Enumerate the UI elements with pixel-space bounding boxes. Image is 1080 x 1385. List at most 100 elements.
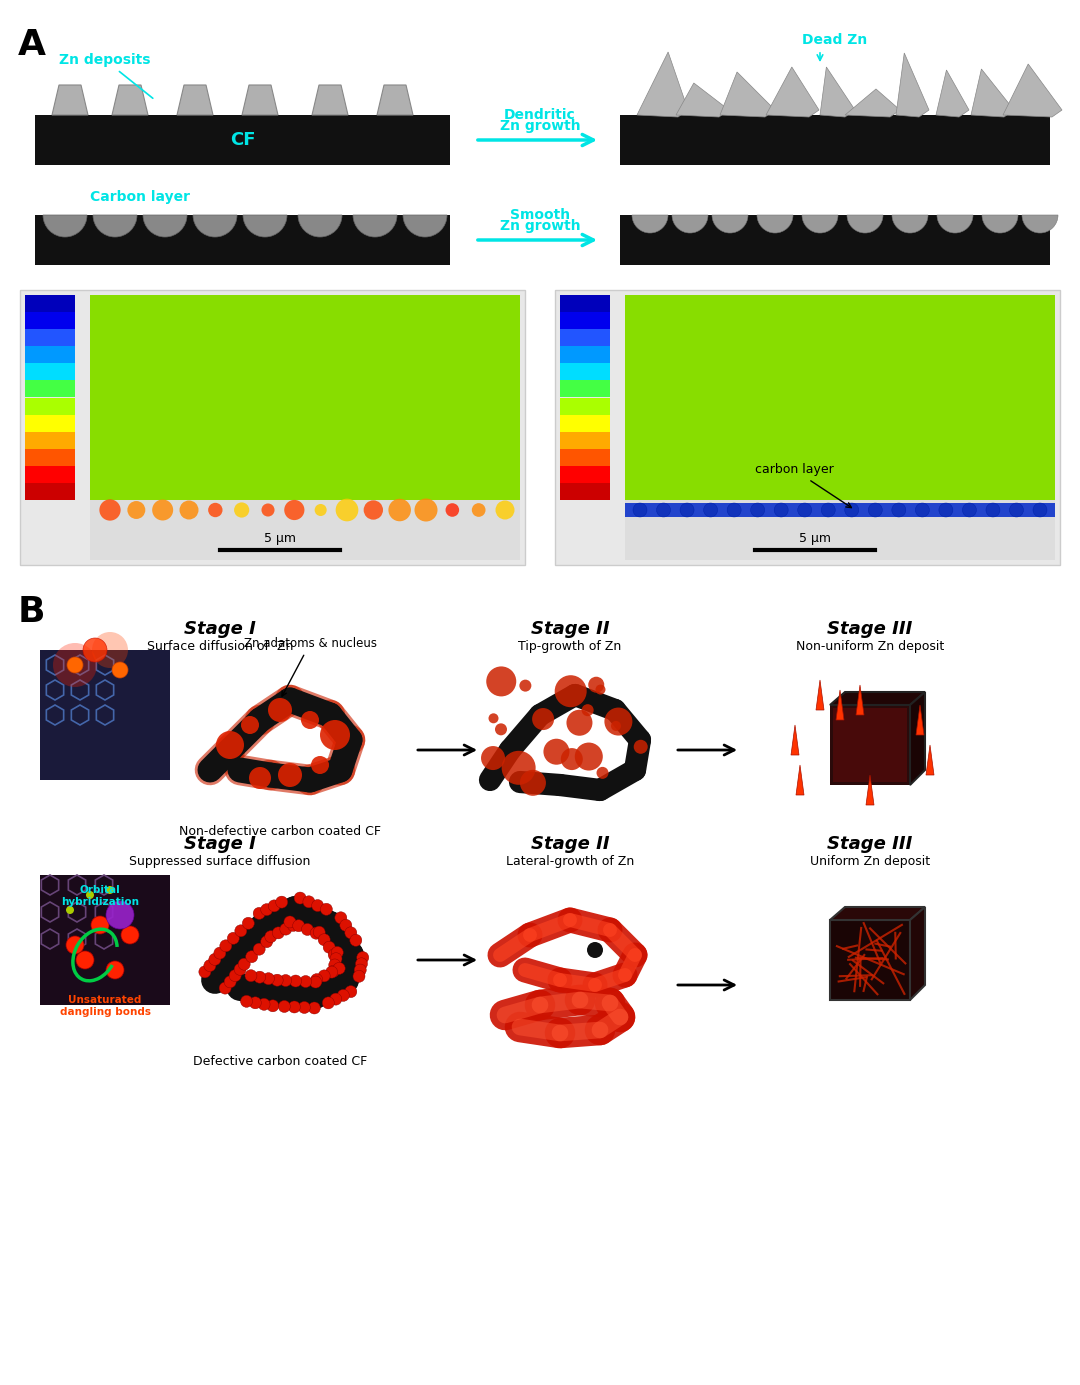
Wedge shape — [892, 215, 928, 233]
Circle shape — [278, 763, 302, 787]
Circle shape — [220, 940, 232, 951]
Circle shape — [496, 500, 514, 519]
Text: A: A — [18, 28, 46, 62]
Text: Carbon layer: Carbon layer — [90, 190, 190, 204]
Circle shape — [337, 989, 349, 1001]
FancyBboxPatch shape — [25, 449, 75, 465]
Circle shape — [345, 986, 356, 997]
Text: Zn adatoms & nucleus: Zn adatoms & nucleus — [243, 637, 377, 697]
Circle shape — [916, 503, 930, 517]
Circle shape — [821, 503, 835, 517]
Polygon shape — [637, 53, 688, 116]
FancyBboxPatch shape — [25, 295, 75, 312]
FancyBboxPatch shape — [25, 330, 75, 346]
Circle shape — [340, 920, 352, 931]
Text: Non-defective carbon coated CF: Non-defective carbon coated CF — [179, 825, 381, 838]
Circle shape — [280, 924, 292, 935]
Circle shape — [245, 950, 258, 963]
Polygon shape — [916, 705, 924, 735]
Circle shape — [703, 503, 717, 517]
Text: Stage II: Stage II — [530, 835, 609, 853]
Circle shape — [323, 942, 335, 953]
Circle shape — [353, 971, 365, 982]
Circle shape — [321, 903, 333, 915]
Wedge shape — [193, 215, 237, 237]
Circle shape — [287, 920, 299, 931]
Circle shape — [271, 974, 283, 986]
Circle shape — [262, 972, 274, 985]
Circle shape — [241, 996, 253, 1007]
Polygon shape — [971, 69, 1014, 116]
FancyBboxPatch shape — [25, 432, 75, 449]
Text: Unsaturated
dangling bonds: Unsaturated dangling bonds — [59, 994, 150, 1017]
Circle shape — [267, 1000, 279, 1012]
Circle shape — [566, 709, 593, 735]
Circle shape — [582, 704, 594, 716]
Circle shape — [288, 1001, 300, 1012]
Polygon shape — [791, 724, 799, 755]
Circle shape — [234, 925, 247, 936]
Text: Lateral-growth of Zn: Lateral-growth of Zn — [505, 855, 634, 868]
FancyBboxPatch shape — [620, 215, 1050, 265]
Circle shape — [199, 965, 211, 978]
Wedge shape — [937, 215, 973, 233]
Circle shape — [208, 503, 222, 517]
Polygon shape — [312, 84, 348, 115]
Circle shape — [354, 964, 366, 976]
FancyBboxPatch shape — [831, 920, 910, 1000]
Circle shape — [1010, 503, 1024, 517]
Text: Dead Zn: Dead Zn — [802, 33, 867, 47]
Wedge shape — [712, 215, 748, 233]
Text: Uniform Zn deposit: Uniform Zn deposit — [810, 855, 930, 868]
Circle shape — [774, 503, 788, 517]
Circle shape — [328, 949, 340, 961]
Circle shape — [254, 971, 266, 983]
FancyBboxPatch shape — [25, 312, 75, 330]
Circle shape — [99, 500, 121, 521]
Circle shape — [293, 920, 305, 932]
Circle shape — [284, 500, 305, 521]
FancyBboxPatch shape — [831, 705, 910, 785]
Circle shape — [472, 503, 486, 517]
Wedge shape — [847, 215, 883, 233]
Circle shape — [334, 963, 346, 975]
Circle shape — [939, 503, 953, 517]
Polygon shape — [926, 745, 934, 776]
FancyBboxPatch shape — [25, 465, 75, 483]
Circle shape — [260, 936, 272, 947]
Circle shape — [986, 503, 1000, 517]
Circle shape — [53, 643, 97, 687]
Circle shape — [312, 899, 324, 911]
Circle shape — [261, 504, 274, 517]
FancyBboxPatch shape — [561, 330, 610, 346]
Circle shape — [301, 924, 313, 935]
Circle shape — [727, 503, 741, 517]
Polygon shape — [177, 84, 213, 115]
FancyBboxPatch shape — [561, 397, 610, 414]
Circle shape — [249, 997, 261, 1008]
FancyBboxPatch shape — [40, 650, 170, 780]
Wedge shape — [298, 215, 342, 237]
Text: Defective carbon coated CF: Defective carbon coated CF — [193, 1055, 367, 1068]
FancyBboxPatch shape — [90, 500, 519, 560]
Circle shape — [311, 756, 329, 774]
Circle shape — [234, 503, 249, 518]
Polygon shape — [377, 84, 413, 115]
Circle shape — [127, 501, 146, 519]
Circle shape — [519, 770, 545, 796]
Circle shape — [152, 500, 173, 521]
FancyBboxPatch shape — [25, 346, 75, 363]
Circle shape — [335, 911, 347, 924]
Polygon shape — [766, 66, 819, 116]
Circle shape — [330, 953, 342, 965]
Polygon shape — [856, 686, 864, 715]
Circle shape — [106, 902, 134, 929]
Circle shape — [332, 946, 343, 958]
FancyBboxPatch shape — [833, 708, 907, 783]
Circle shape — [596, 767, 608, 778]
Polygon shape — [910, 692, 924, 785]
Text: Zn deposits: Zn deposits — [59, 53, 153, 98]
Circle shape — [313, 927, 325, 938]
Polygon shape — [836, 690, 843, 720]
Text: Surface diffusion of  Zn: Surface diffusion of Zn — [147, 640, 293, 652]
